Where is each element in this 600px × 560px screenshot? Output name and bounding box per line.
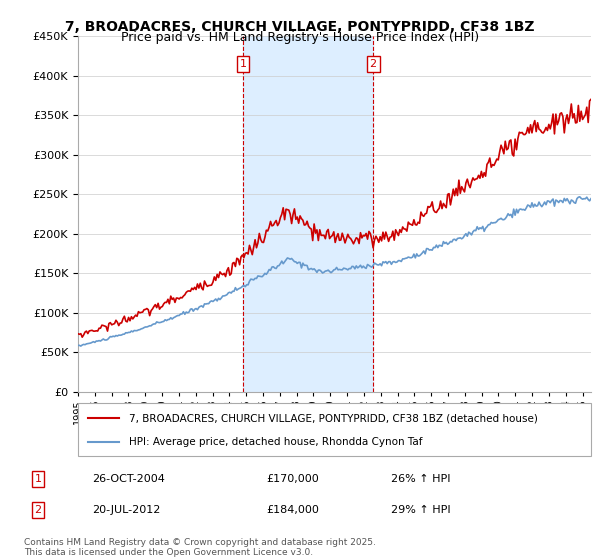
Text: HPI: Average price, detached house, Rhondda Cynon Taf: HPI: Average price, detached house, Rhon… — [130, 436, 423, 446]
Text: 26% ↑ HPI: 26% ↑ HPI — [391, 474, 450, 484]
Text: 26-OCT-2004: 26-OCT-2004 — [92, 474, 164, 484]
Text: £184,000: £184,000 — [266, 505, 319, 515]
Text: 1: 1 — [35, 474, 41, 484]
Text: 2: 2 — [35, 505, 41, 515]
FancyBboxPatch shape — [78, 403, 591, 456]
Text: 7, BROADACRES, CHURCH VILLAGE, PONTYPRIDD, CF38 1BZ: 7, BROADACRES, CHURCH VILLAGE, PONTYPRID… — [65, 20, 535, 34]
Text: 20-JUL-2012: 20-JUL-2012 — [92, 505, 160, 515]
Text: Price paid vs. HM Land Registry's House Price Index (HPI): Price paid vs. HM Land Registry's House … — [121, 31, 479, 44]
Text: 2: 2 — [370, 59, 377, 69]
Text: 1: 1 — [239, 59, 247, 69]
Text: Contains HM Land Registry data © Crown copyright and database right 2025.
This d: Contains HM Land Registry data © Crown c… — [24, 538, 376, 557]
Text: 29% ↑ HPI: 29% ↑ HPI — [391, 505, 450, 515]
Text: 7, BROADACRES, CHURCH VILLAGE, PONTYPRIDD, CF38 1BZ (detached house): 7, BROADACRES, CHURCH VILLAGE, PONTYPRID… — [130, 413, 538, 423]
Bar — [243, 36, 373, 392]
Text: £170,000: £170,000 — [266, 474, 319, 484]
